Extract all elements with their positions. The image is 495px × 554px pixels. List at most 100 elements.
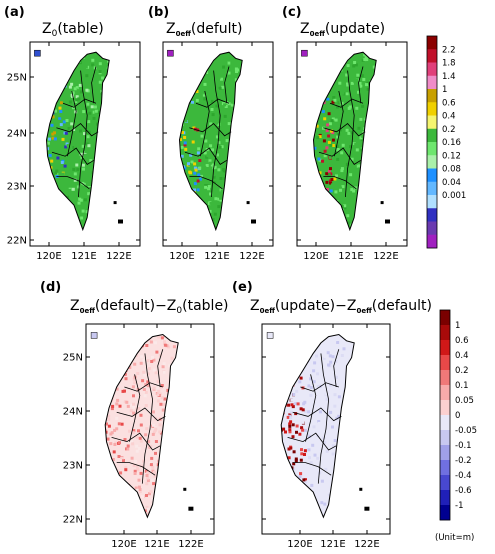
colorbar-swatch (440, 475, 450, 491)
colorbar-label: 0.1 (455, 381, 469, 391)
colorbar-swatch (440, 460, 450, 476)
colorbar-swatch (427, 142, 437, 156)
panel-c-title: Z0eff(update) (300, 21, 385, 38)
colorbar-label: 0.6 (442, 98, 456, 108)
lat-tick-label: 23N (63, 461, 83, 472)
island-green (246, 201, 250, 205)
colorbar-label: 0.16 (442, 138, 461, 148)
colorbar-label: 0.05 (455, 396, 474, 406)
lat-tick-label: 24N (7, 129, 27, 140)
colorbar-label: 0.2 (455, 366, 469, 376)
coastline (312, 51, 377, 232)
colorbar-label: 0.4 (455, 351, 469, 361)
panel-d-title: Z0eff(default)−Z0(table) (70, 298, 229, 316)
panel-b-label: (b) (148, 5, 169, 20)
lon-tick-label: 121E (71, 251, 96, 262)
colorbar-swatch (440, 355, 450, 371)
colorbar-label: 0.4 (442, 112, 456, 122)
island-matsu (34, 49, 41, 57)
colorbar-label: 0.2 (442, 125, 456, 135)
island-orchid (188, 506, 194, 511)
lat-tick-label: 25N (7, 73, 27, 84)
land-fill (313, 52, 377, 230)
colorbar-swatch (440, 370, 450, 386)
land-fill (281, 334, 355, 518)
colorbar-swatch (440, 490, 450, 506)
panel-d: (d) Z0eff(default)−Z0(table) (40, 280, 229, 535)
lon-tick-label: 120E (111, 539, 136, 550)
colorbar-swatch (427, 168, 437, 183)
panel-c-frame (296, 41, 408, 247)
island-orchid (364, 506, 370, 511)
panel-d-taiwan (90, 332, 194, 519)
island-green (359, 487, 363, 491)
panel-a-taiwan (34, 49, 123, 232)
lat-tick-label: 22N (63, 515, 83, 526)
colorbar-swatch (440, 310, 450, 326)
colorbar-label: 1.4 (442, 72, 456, 82)
colorbar-swatch (440, 340, 450, 356)
panel-d-frame (85, 323, 215, 535)
panel-b: (b) Z0eff(defult) (148, 5, 274, 247)
colorbar-swatch (427, 155, 437, 169)
lon-tick-label: 122E (178, 539, 203, 550)
colorbar-swatch (427, 102, 437, 116)
lon-tick-label: 120E (303, 251, 328, 262)
county-borders (51, 66, 99, 198)
colorbar-label: 2.2 (442, 45, 456, 55)
island-green (113, 201, 117, 205)
colorbar-label: 0.12 (442, 151, 461, 161)
colorbar-swatch (440, 445, 450, 461)
county-borders (318, 66, 366, 198)
colorbar-swatch (427, 36, 437, 50)
coastline (104, 333, 179, 519)
county-borders (111, 349, 166, 484)
colorbar-swatch (427, 208, 437, 222)
panel-b-taiwan (167, 49, 256, 232)
colorbar-label: 1.8 (442, 59, 456, 69)
colorbar-swatch (440, 400, 450, 416)
colorbar-label: 1 (442, 85, 447, 95)
panel-a-label: (a) (4, 5, 25, 20)
coastline (45, 51, 110, 232)
colorbar-label: -1 (455, 501, 463, 511)
lon-tick-label: 121E (338, 251, 363, 262)
lon-tick-label: 121E (320, 539, 345, 550)
panel-c-axes: 120E 121E 122E (297, 42, 407, 262)
colorbar-swatch (427, 89, 437, 103)
colorbar-swatch (427, 195, 437, 209)
panel-e-frame (261, 323, 391, 535)
lon-tick-label: 122E (354, 539, 379, 550)
colorbar-label: 0.04 (442, 178, 461, 188)
colorbar-label: 0.08 (442, 165, 461, 175)
lat-tick-label: 22N (7, 236, 27, 247)
panel-c: (c) Z0eff(update) (282, 5, 408, 247)
island-green (183, 487, 187, 491)
panel-a-title: Z0(table) (42, 21, 104, 39)
island-orchid (385, 219, 390, 224)
colorbar-label: -0.4 (455, 471, 472, 481)
panel-b-title: Z0eff(defult) (166, 21, 243, 38)
unit-label: (Unit=m) (435, 533, 474, 543)
colorbar-label: -0.1 (455, 441, 472, 451)
panel-a: (a) Z0(table) (4, 5, 141, 247)
island-matsu (266, 332, 274, 339)
lon-tick-label: 120E (36, 251, 61, 262)
panel-e-title: Z0eff(update)−Z0eff(default) (250, 298, 432, 315)
colorbar-swatch (440, 325, 450, 341)
coastline (280, 333, 355, 519)
colorbar-swatch (427, 234, 437, 249)
colorbar-bottom: 1 0.6 0.4 0.2 0.1 0.05 0 -0.05 -0.1 -0.2 -0.4 -0.6 -… (439, 309, 477, 521)
county-borders (184, 66, 232, 198)
coastline (178, 51, 243, 232)
panel-e-axes: 120E 121E 122E (262, 324, 390, 550)
lon-tick-label: 120E (169, 251, 194, 262)
colorbar-swatch (427, 75, 437, 90)
colorbar-swatch (427, 49, 437, 63)
island-matsu (301, 49, 308, 57)
panel-b-axes: 120E 121E 122E (163, 42, 273, 262)
island-matsu (90, 332, 98, 339)
panel-c-label: (c) (282, 5, 302, 20)
lat-tick-label: 23N (7, 182, 27, 193)
